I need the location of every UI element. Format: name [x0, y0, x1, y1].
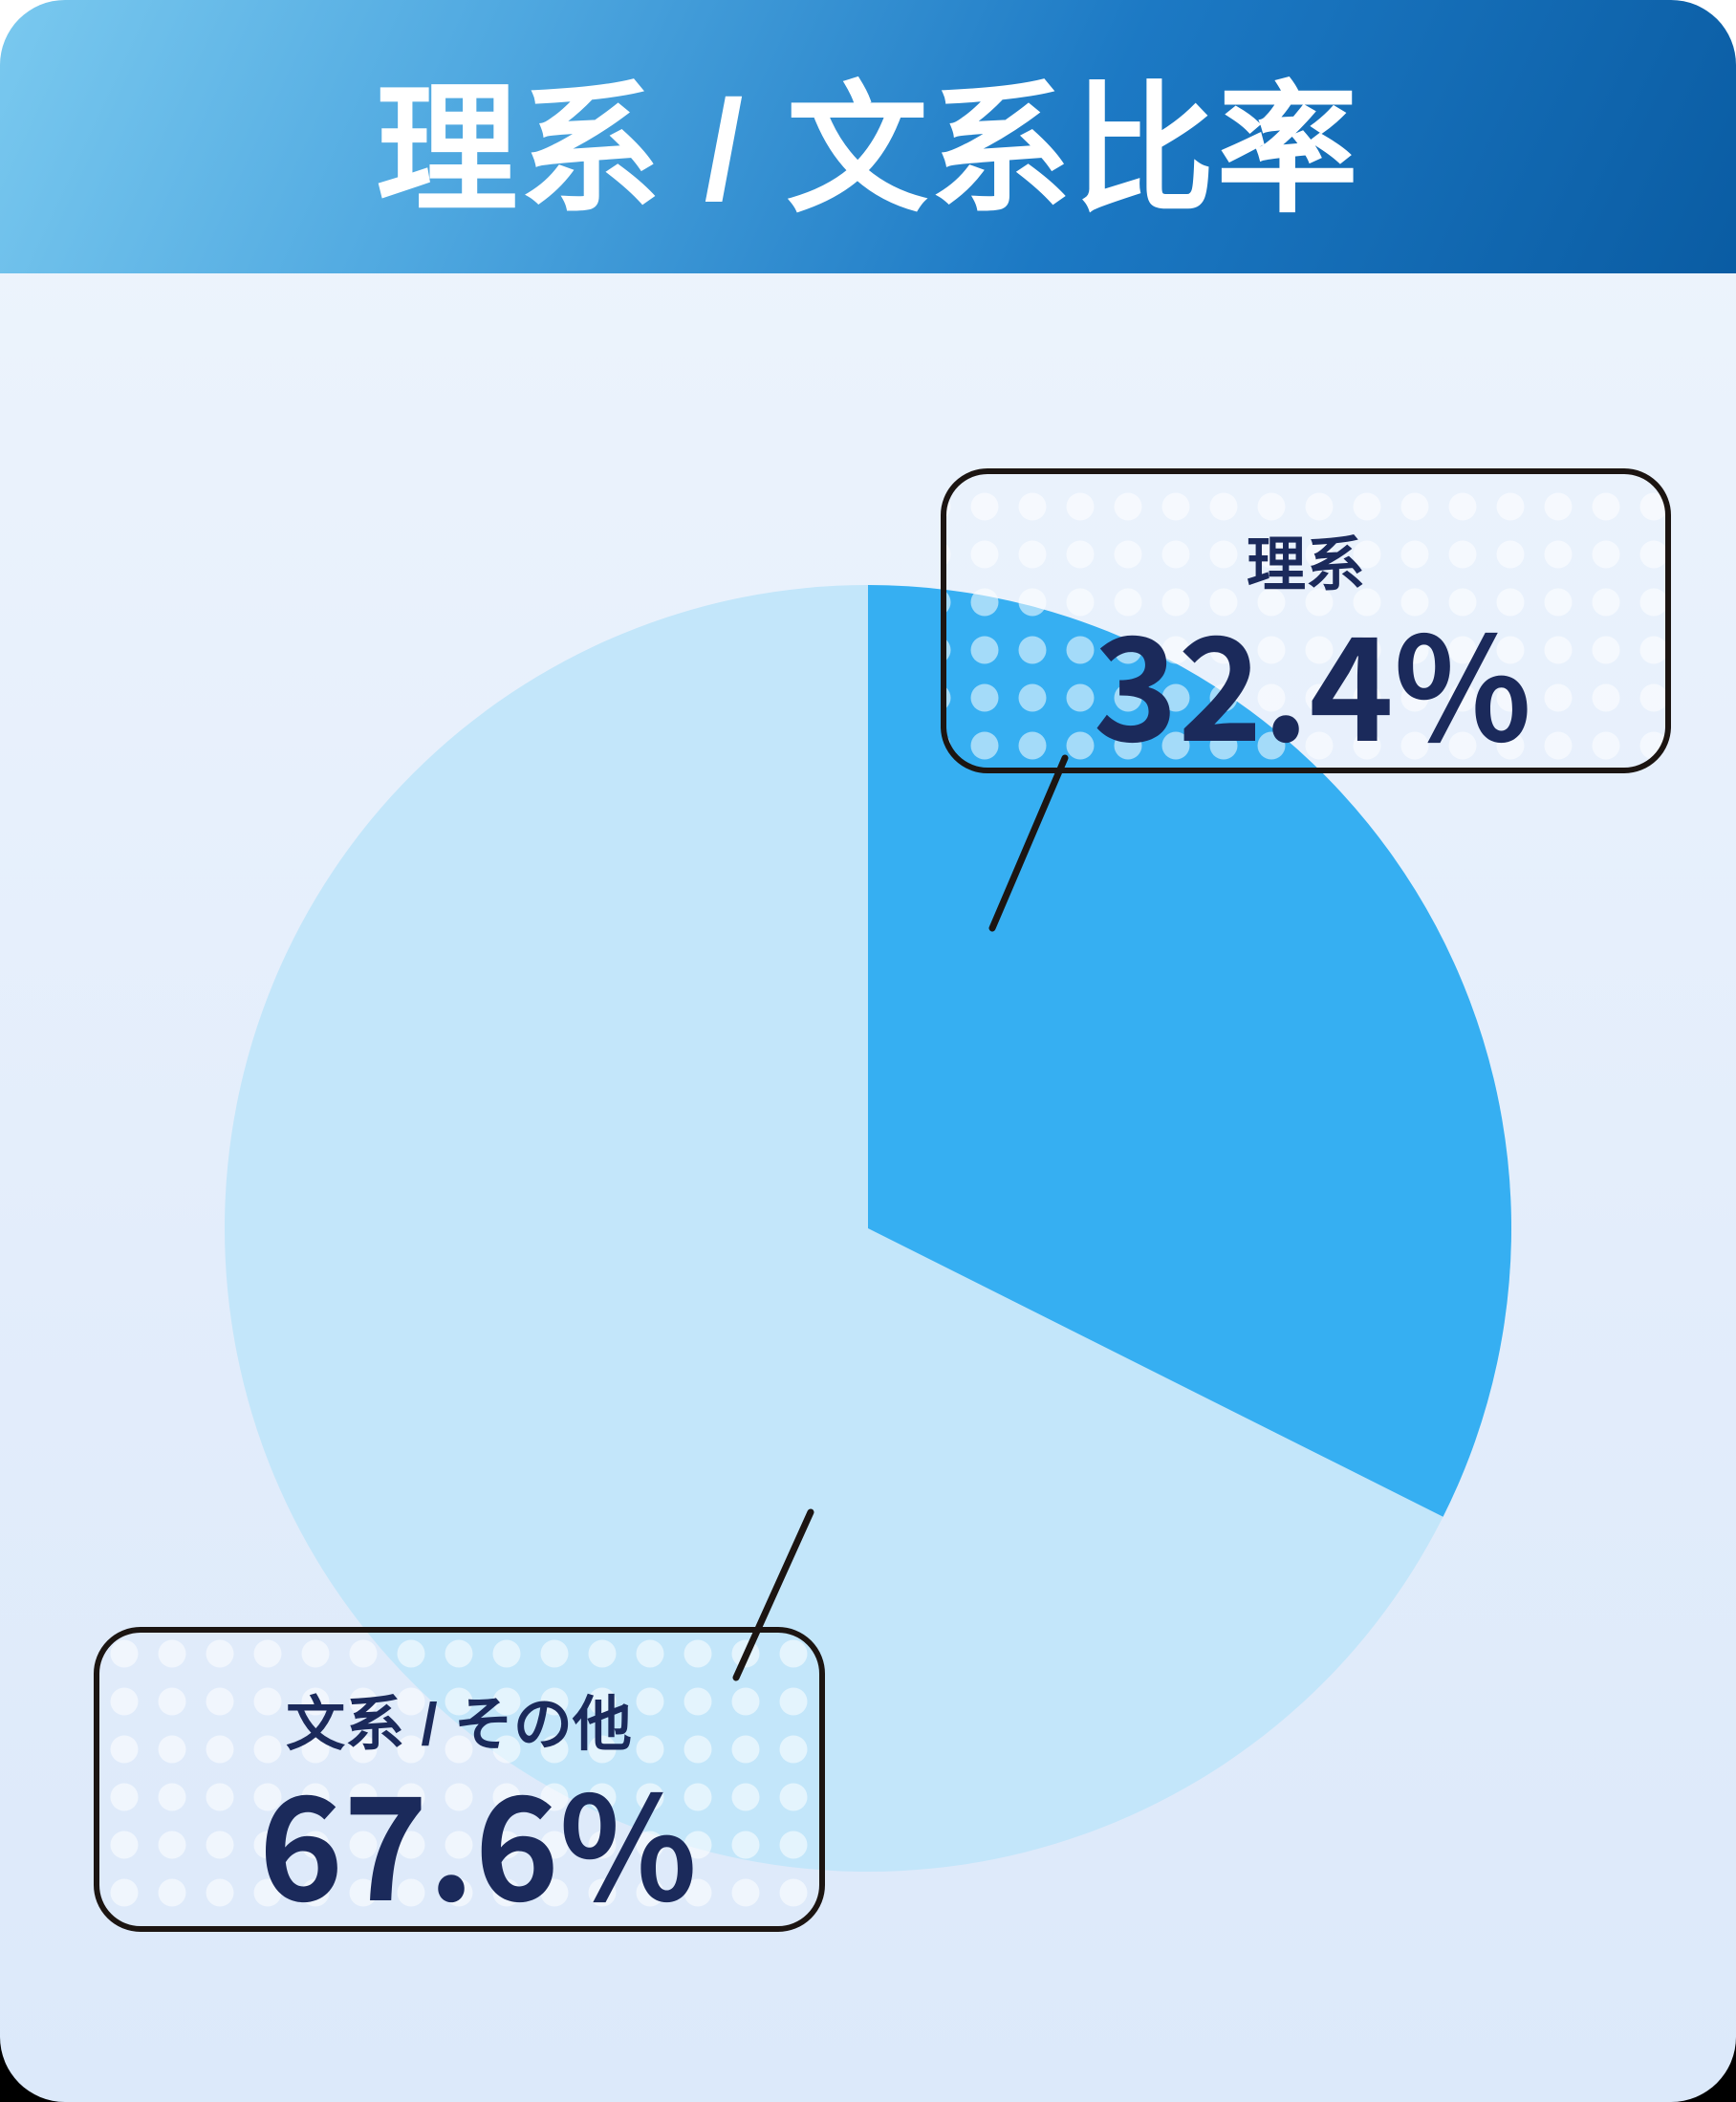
svg-text:32.4%: 32.4%	[1094, 575, 1532, 783]
svg-text:67.6%: 67.6%	[259, 1735, 698, 1942]
